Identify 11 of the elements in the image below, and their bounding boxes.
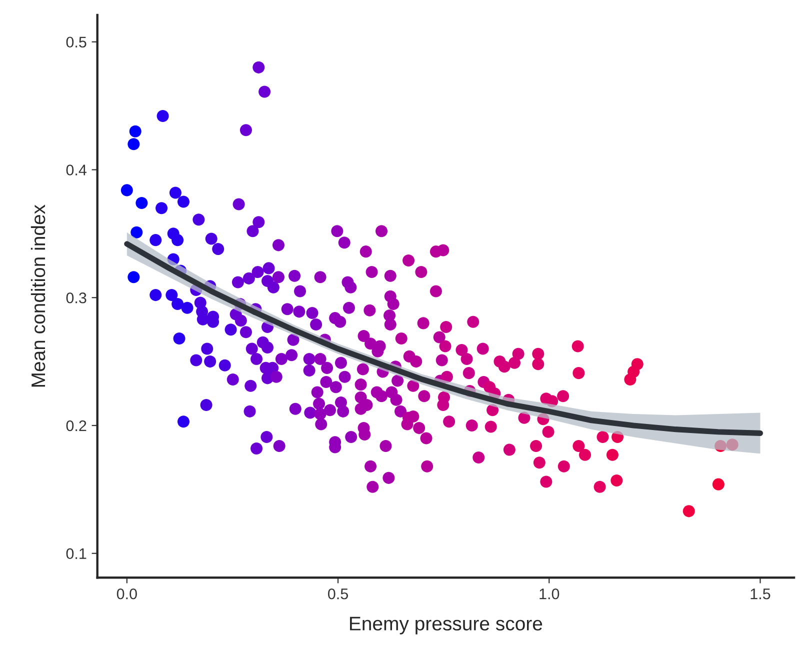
x-axis-title: Enemy pressure score [350,616,542,634]
y-tick-label: 0.5 [66,36,86,48]
y-axis-title: Mean condition index [30,204,46,387]
x-tick-label: 0.0 [116,588,137,600]
y-tick-label: 0.2 [66,420,86,432]
y-tick-label: 0.1 [66,548,86,560]
x-tick-label: 1.5 [750,588,770,600]
y-tick-label: 0.4 [66,164,86,176]
y-tick-label: 0.3 [66,292,86,304]
x-tick-label: 0.5 [328,588,348,600]
x-tick-label: 1.0 [540,588,560,600]
